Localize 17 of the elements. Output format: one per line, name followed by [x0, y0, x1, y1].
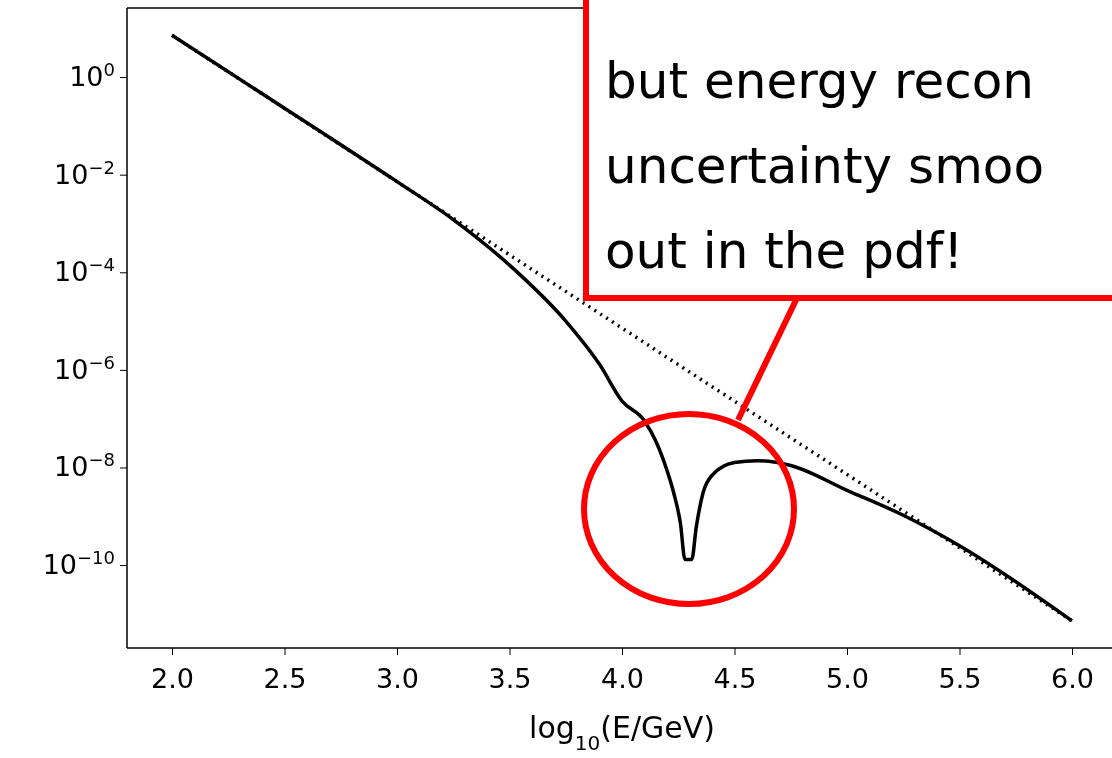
- x-tick-label: 4.0: [601, 662, 644, 694]
- x-tick-label: 5.0: [826, 662, 869, 694]
- x-tick-label: 6.0: [1051, 662, 1094, 694]
- x-tick-label: 3.5: [488, 662, 532, 694]
- x-tick-label: 2.5: [263, 662, 307, 694]
- x-tick-label: 2.0: [151, 662, 194, 694]
- x-tick-label: 3.0: [376, 662, 419, 694]
- y-tick-label: 10$^{−8}$: [54, 448, 115, 483]
- y-tick-label: 10$^{−4}$: [54, 253, 115, 288]
- x-tick-label: 4.5: [713, 662, 757, 694]
- y-tick-label: 10$^{0}$: [69, 58, 115, 93]
- x-axis-title: log$_{10}$(E/GeV): [529, 710, 715, 755]
- annotation: but energy recon uncertainty smoo out in the pdf!: [605, 52, 1045, 280]
- y-tick-label: 10$^{−6}$: [54, 351, 115, 385]
- x-tick-label: 5.5: [938, 662, 982, 694]
- y-tick-label: 10$^{−10}$: [42, 546, 115, 581]
- y-tick-label: 10$^{−2}$: [54, 156, 115, 190]
